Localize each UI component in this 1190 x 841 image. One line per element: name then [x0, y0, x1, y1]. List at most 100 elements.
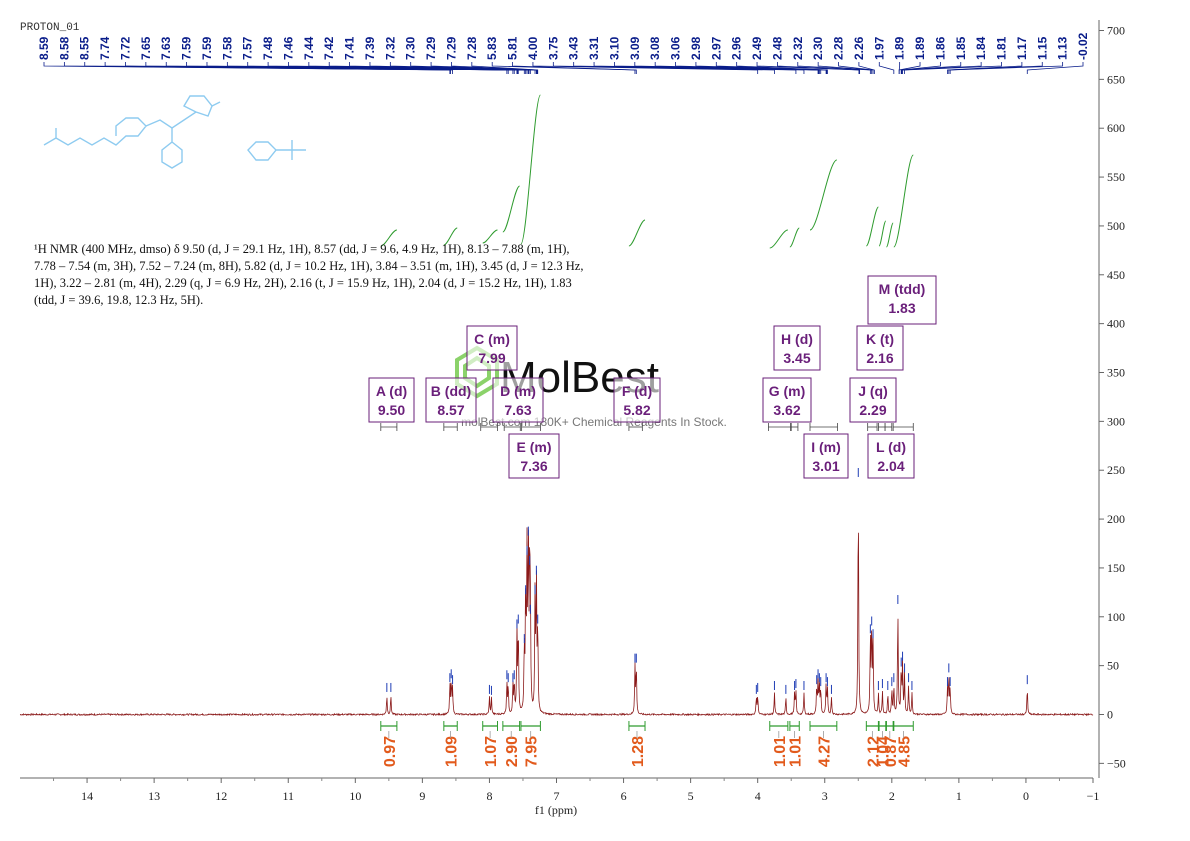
y-tick-label: 150 [1107, 561, 1125, 575]
peak-label: 3.43 [567, 36, 581, 60]
multiplet-box [849, 377, 897, 423]
multiplet-shift: 5.82 [623, 402, 650, 418]
y-tick-label: 650 [1107, 72, 1125, 86]
peak-label: 7.59 [200, 36, 214, 60]
y-tick-label: 500 [1107, 219, 1125, 233]
multiplet-box [856, 325, 904, 371]
peak-label: 2.97 [709, 36, 723, 60]
peak-label: 3.75 [546, 36, 560, 60]
x-tick-label: 7 [554, 789, 560, 803]
x-axis: 14 13 12 11 10 9 8 7 6 5 4 3 2 1 0 −1 [53, 778, 1100, 803]
peak-label-connector [817, 62, 873, 74]
multiplet-shift: 2.29 [859, 402, 886, 418]
integral-value: 1.01 [772, 736, 789, 767]
x-tick-label: 8 [486, 789, 492, 803]
peak-label-connector [838, 62, 874, 74]
multiplet-box [425, 377, 477, 423]
integral-value: 7.95 [524, 736, 541, 767]
integral-curve [865, 206, 879, 247]
peak-label: 7.48 [261, 36, 275, 60]
multiplet-shift: 3.01 [812, 458, 839, 474]
peak-label: 2.96 [730, 36, 744, 60]
integral-value: 1.28 [630, 736, 647, 767]
peak-label: 1.81 [995, 36, 1009, 60]
x-tick-label: 5 [688, 789, 694, 803]
integral-curve [482, 229, 498, 244]
peak-label: 3.09 [628, 36, 642, 60]
integral-curve [878, 220, 887, 247]
x-tick-label: 14 [81, 789, 93, 803]
y-tick-label: 350 [1107, 366, 1125, 380]
peak-label: 2.49 [750, 36, 764, 60]
peak-label: 7.44 [302, 36, 316, 60]
multiplet-shift: 3.45 [783, 350, 810, 366]
peak-label: 7.39 [363, 36, 377, 60]
integral-curve [809, 159, 838, 231]
integral-value: 4.27 [816, 736, 833, 767]
multiplet-box [867, 433, 915, 479]
multiplet-box [466, 325, 518, 371]
peak-label-connector [715, 62, 828, 74]
multiplet-shift: 7.99 [478, 350, 505, 366]
peak-label-connector [901, 62, 962, 74]
multiplet-box [368, 377, 415, 423]
peak-label: 3.06 [669, 36, 683, 60]
x-tick-label: 2 [889, 789, 895, 803]
multiplet-box [492, 377, 544, 423]
peak-label: 2.28 [832, 36, 846, 60]
multiplet-shift: 2.16 [866, 350, 893, 366]
x-tick-label: 10 [349, 789, 361, 803]
peak-label: 7.28 [465, 36, 479, 60]
peak-label: 8.59 [37, 36, 51, 60]
integral-value: 0.97 [382, 736, 399, 767]
peak-label: 7.58 [220, 36, 234, 60]
x-tick-label: −1 [1087, 789, 1100, 803]
integral-value: 1.04 [875, 736, 892, 767]
x-axis-label: f1 (ppm) [535, 803, 577, 817]
y-tick-label: 50 [1107, 659, 1119, 673]
peak-label: 2.26 [852, 36, 866, 60]
x-tick-label: 3 [822, 789, 828, 803]
integral-markers: 0.97 1.09 1.07 2.90 7.95 1.28 1.011.01 4.27 2.12… [380, 721, 914, 767]
peak-label-connector [756, 62, 860, 74]
multiplet-box [803, 433, 849, 479]
y-tick-label: 250 [1107, 463, 1125, 477]
integral-value: 1.09 [444, 736, 461, 767]
peak-label: 7.29 [444, 36, 458, 60]
x-tick-label: 11 [282, 789, 294, 803]
spectrum-line [19, 527, 1094, 717]
integral-curve [502, 185, 521, 233]
peak-label: 1.13 [1056, 36, 1070, 60]
integral-value: 4.85 [897, 736, 914, 767]
y-tick-label: 700 [1107, 24, 1125, 38]
integral-curve [769, 229, 789, 249]
x-tick-label: 6 [621, 789, 627, 803]
integral-curve [885, 222, 894, 248]
multiplet-shift: 9.50 [378, 402, 405, 418]
integral-curve [520, 94, 541, 245]
peak-label-connector [878, 62, 895, 74]
peak-label-connector [949, 62, 1064, 74]
peak-label: 7.30 [404, 36, 418, 60]
peak-label-connector [902, 62, 982, 74]
multiplet-shift: 7.36 [520, 458, 547, 474]
integral-value: 0.87 [883, 736, 900, 767]
integral-curve [628, 219, 646, 247]
page-title: PROTON_01 [20, 22, 80, 34]
peak-label-connector [947, 62, 1023, 74]
multiplet-label: I (m) [811, 439, 841, 455]
peak-label-connector [451, 62, 538, 74]
peak-label: 7.29 [424, 36, 438, 60]
nmr-summary-text: ¹H NMR (400 MHz, dmso) δ 9.50 (d, J = 29… [34, 242, 584, 307]
peak-label: 2.48 [770, 36, 784, 60]
y-tick-label: 300 [1107, 414, 1125, 428]
peak-label-connector [736, 62, 828, 74]
peak-label-connector [858, 62, 875, 74]
y-tick-label: 600 [1107, 121, 1125, 135]
peak-label: 1.89 [913, 36, 927, 60]
multiplet-label: B (dd) [431, 383, 471, 399]
integral-value: 2.12 [865, 736, 882, 767]
peak-label: -0.02 [1076, 32, 1090, 60]
integral-curve [380, 229, 398, 247]
